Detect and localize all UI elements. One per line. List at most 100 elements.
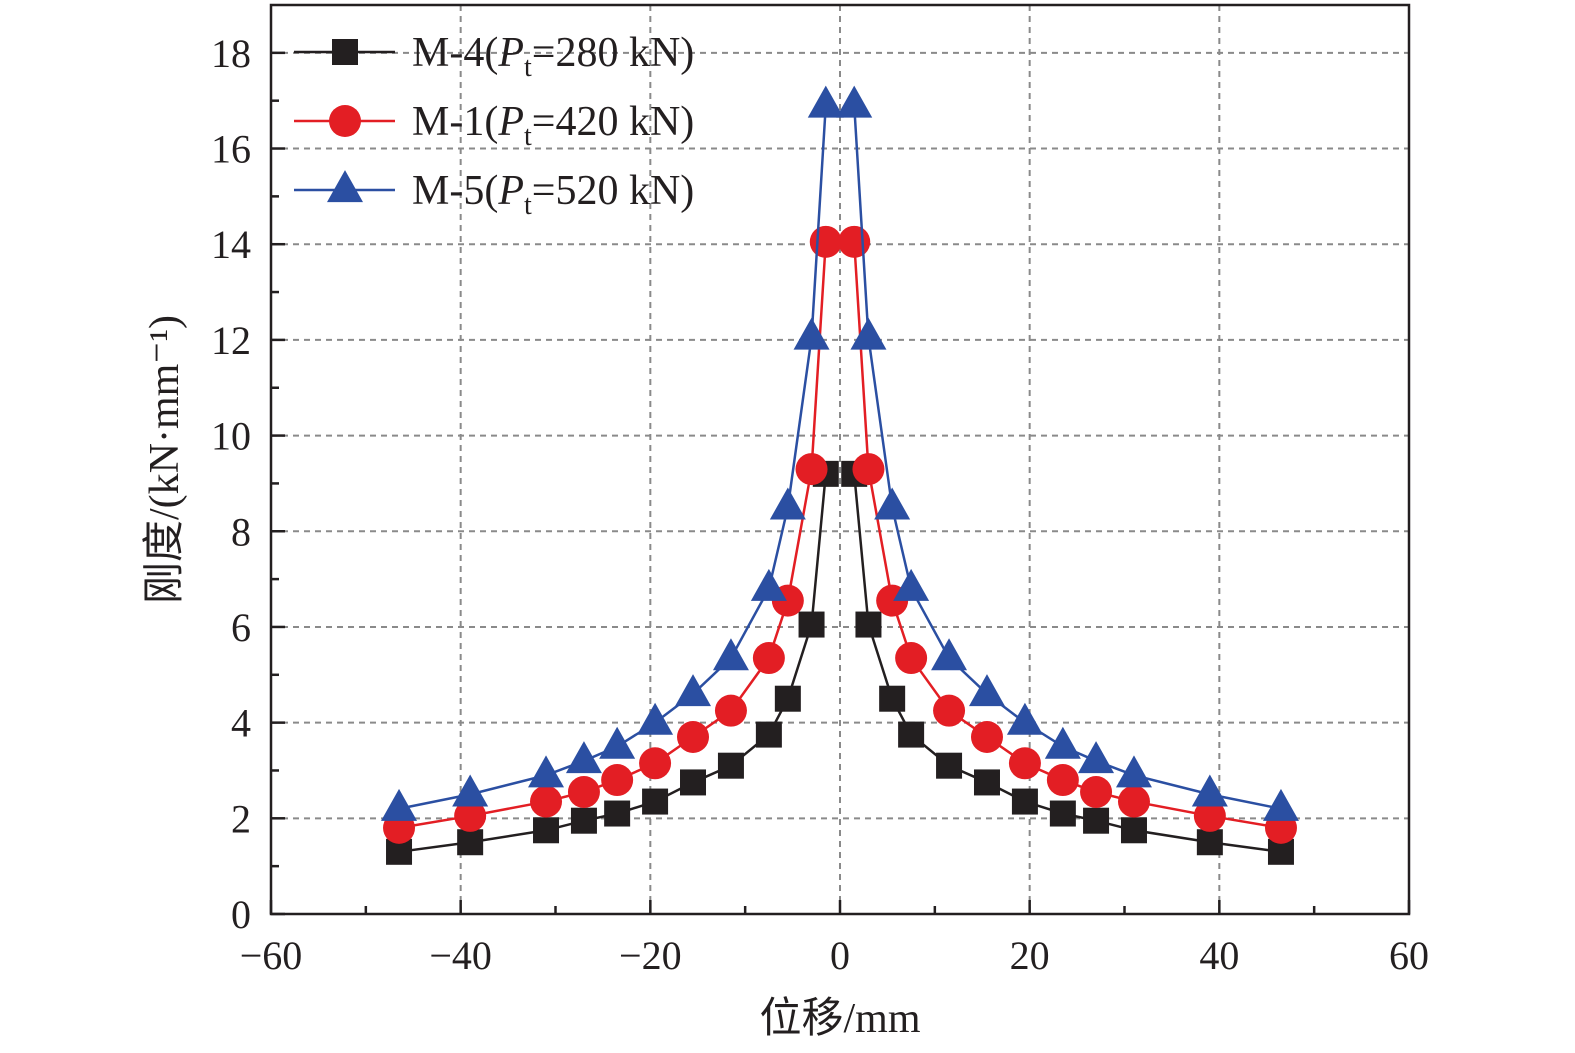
data-point — [769, 487, 806, 520]
data-point — [1049, 800, 1076, 827]
data-point — [1011, 788, 1038, 815]
data-point — [642, 788, 669, 815]
y-tick-label: 0 — [231, 892, 251, 937]
data-point — [968, 674, 1005, 707]
data-point — [1078, 741, 1115, 774]
legend-marker — [327, 170, 363, 203]
legend-label: M-1(Pt=420 kN) — [412, 99, 694, 152]
data-point — [809, 225, 842, 258]
data-point — [1006, 702, 1043, 735]
data-point — [637, 702, 674, 735]
data-point — [530, 785, 563, 818]
data-point — [565, 741, 602, 774]
data-point — [1046, 764, 1079, 797]
data-point — [1120, 817, 1147, 844]
y-tick-label: 6 — [231, 605, 251, 650]
data-point — [1008, 747, 1041, 780]
data-point — [639, 747, 672, 780]
data-point — [528, 755, 565, 788]
data-point — [712, 638, 749, 671]
legend-entry: M-5(Pt=520 kN) — [294, 168, 694, 221]
data-point — [838, 225, 871, 258]
data-point — [893, 568, 930, 601]
legend-label: M-4(Pt=280 kN) — [412, 30, 694, 83]
data-point — [855, 611, 882, 638]
y-axis-title: 刚度/(kN·mm⁻¹) — [142, 315, 188, 604]
legend-marker — [329, 105, 361, 137]
data-point — [1044, 726, 1081, 759]
data-point — [1196, 829, 1223, 856]
data-point — [717, 752, 744, 779]
y-tick-label: 10 — [211, 414, 251, 459]
data-point — [714, 694, 747, 727]
data-point — [599, 726, 636, 759]
y-tick-label: 8 — [231, 509, 251, 554]
data-point — [774, 685, 801, 712]
data-point — [1080, 776, 1113, 809]
data-point — [381, 788, 418, 821]
x-tick-label: −40 — [429, 933, 492, 978]
data-point — [936, 752, 963, 779]
x-tick-label: −20 — [619, 933, 682, 978]
data-point — [1191, 774, 1228, 807]
x-axis-title: 位移/mm — [759, 995, 920, 1042]
y-tick-label: 12 — [211, 318, 251, 363]
data-point — [570, 807, 597, 834]
series-1 — [386, 460, 1294, 865]
x-tick-label: 60 — [1389, 933, 1429, 978]
series-3 — [381, 85, 1299, 821]
series-line-right — [852, 105, 1282, 810]
data-point — [852, 453, 885, 486]
data-point — [970, 720, 1003, 753]
data-point — [752, 642, 785, 675]
data-point — [750, 568, 787, 601]
series-group — [381, 85, 1299, 865]
y-tick-label: 18 — [211, 31, 251, 76]
legend: M-4(Pt=280 kN) M-1(Pt=420 kN) M-5(Pt=520 k… — [294, 30, 694, 221]
data-point — [680, 769, 707, 796]
x-tick-label: 0 — [830, 933, 850, 978]
x-tick-label: 40 — [1199, 933, 1239, 978]
data-point — [836, 85, 873, 118]
y-tick-label: 14 — [211, 222, 251, 267]
data-point — [601, 764, 634, 797]
data-point — [895, 642, 928, 675]
data-point — [1115, 755, 1152, 788]
y-tick-label: 4 — [231, 701, 251, 746]
x-tick-label: −60 — [240, 933, 303, 978]
x-tick-label: 20 — [1010, 933, 1050, 978]
legend-label: M-5(Pt=520 kN) — [412, 168, 694, 221]
data-point — [798, 611, 825, 638]
data-point — [1083, 807, 1110, 834]
legend-marker — [332, 39, 358, 65]
data-point — [457, 829, 484, 856]
legend-entry: M-1(Pt=420 kN) — [294, 99, 694, 152]
data-point — [452, 774, 489, 807]
data-point — [795, 453, 828, 486]
series-2 — [383, 225, 1297, 844]
data-point — [793, 317, 830, 350]
data-point — [677, 720, 710, 753]
data-point — [755, 721, 782, 748]
data-point — [604, 800, 631, 827]
data-point — [533, 817, 560, 844]
data-point — [898, 721, 925, 748]
data-point — [675, 674, 712, 707]
data-point — [931, 638, 968, 671]
data-point — [973, 769, 1000, 796]
data-point — [1262, 788, 1299, 821]
data-point — [1193, 799, 1226, 832]
y-tick-label: 2 — [231, 796, 251, 841]
data-point — [454, 799, 487, 832]
data-point — [933, 694, 966, 727]
axes: −60 −40 −20 0 20 40 60 0 2 4 6 8 10 12 14 16 18 — [211, 3, 1429, 978]
data-point — [879, 685, 906, 712]
data-point — [874, 487, 911, 520]
y-tick-label: 16 — [211, 127, 251, 172]
data-point — [850, 317, 887, 350]
legend-entry: M-4(Pt=280 kN) — [294, 30, 694, 83]
data-point — [567, 776, 600, 809]
data-point — [1117, 785, 1150, 818]
data-point — [807, 85, 844, 118]
